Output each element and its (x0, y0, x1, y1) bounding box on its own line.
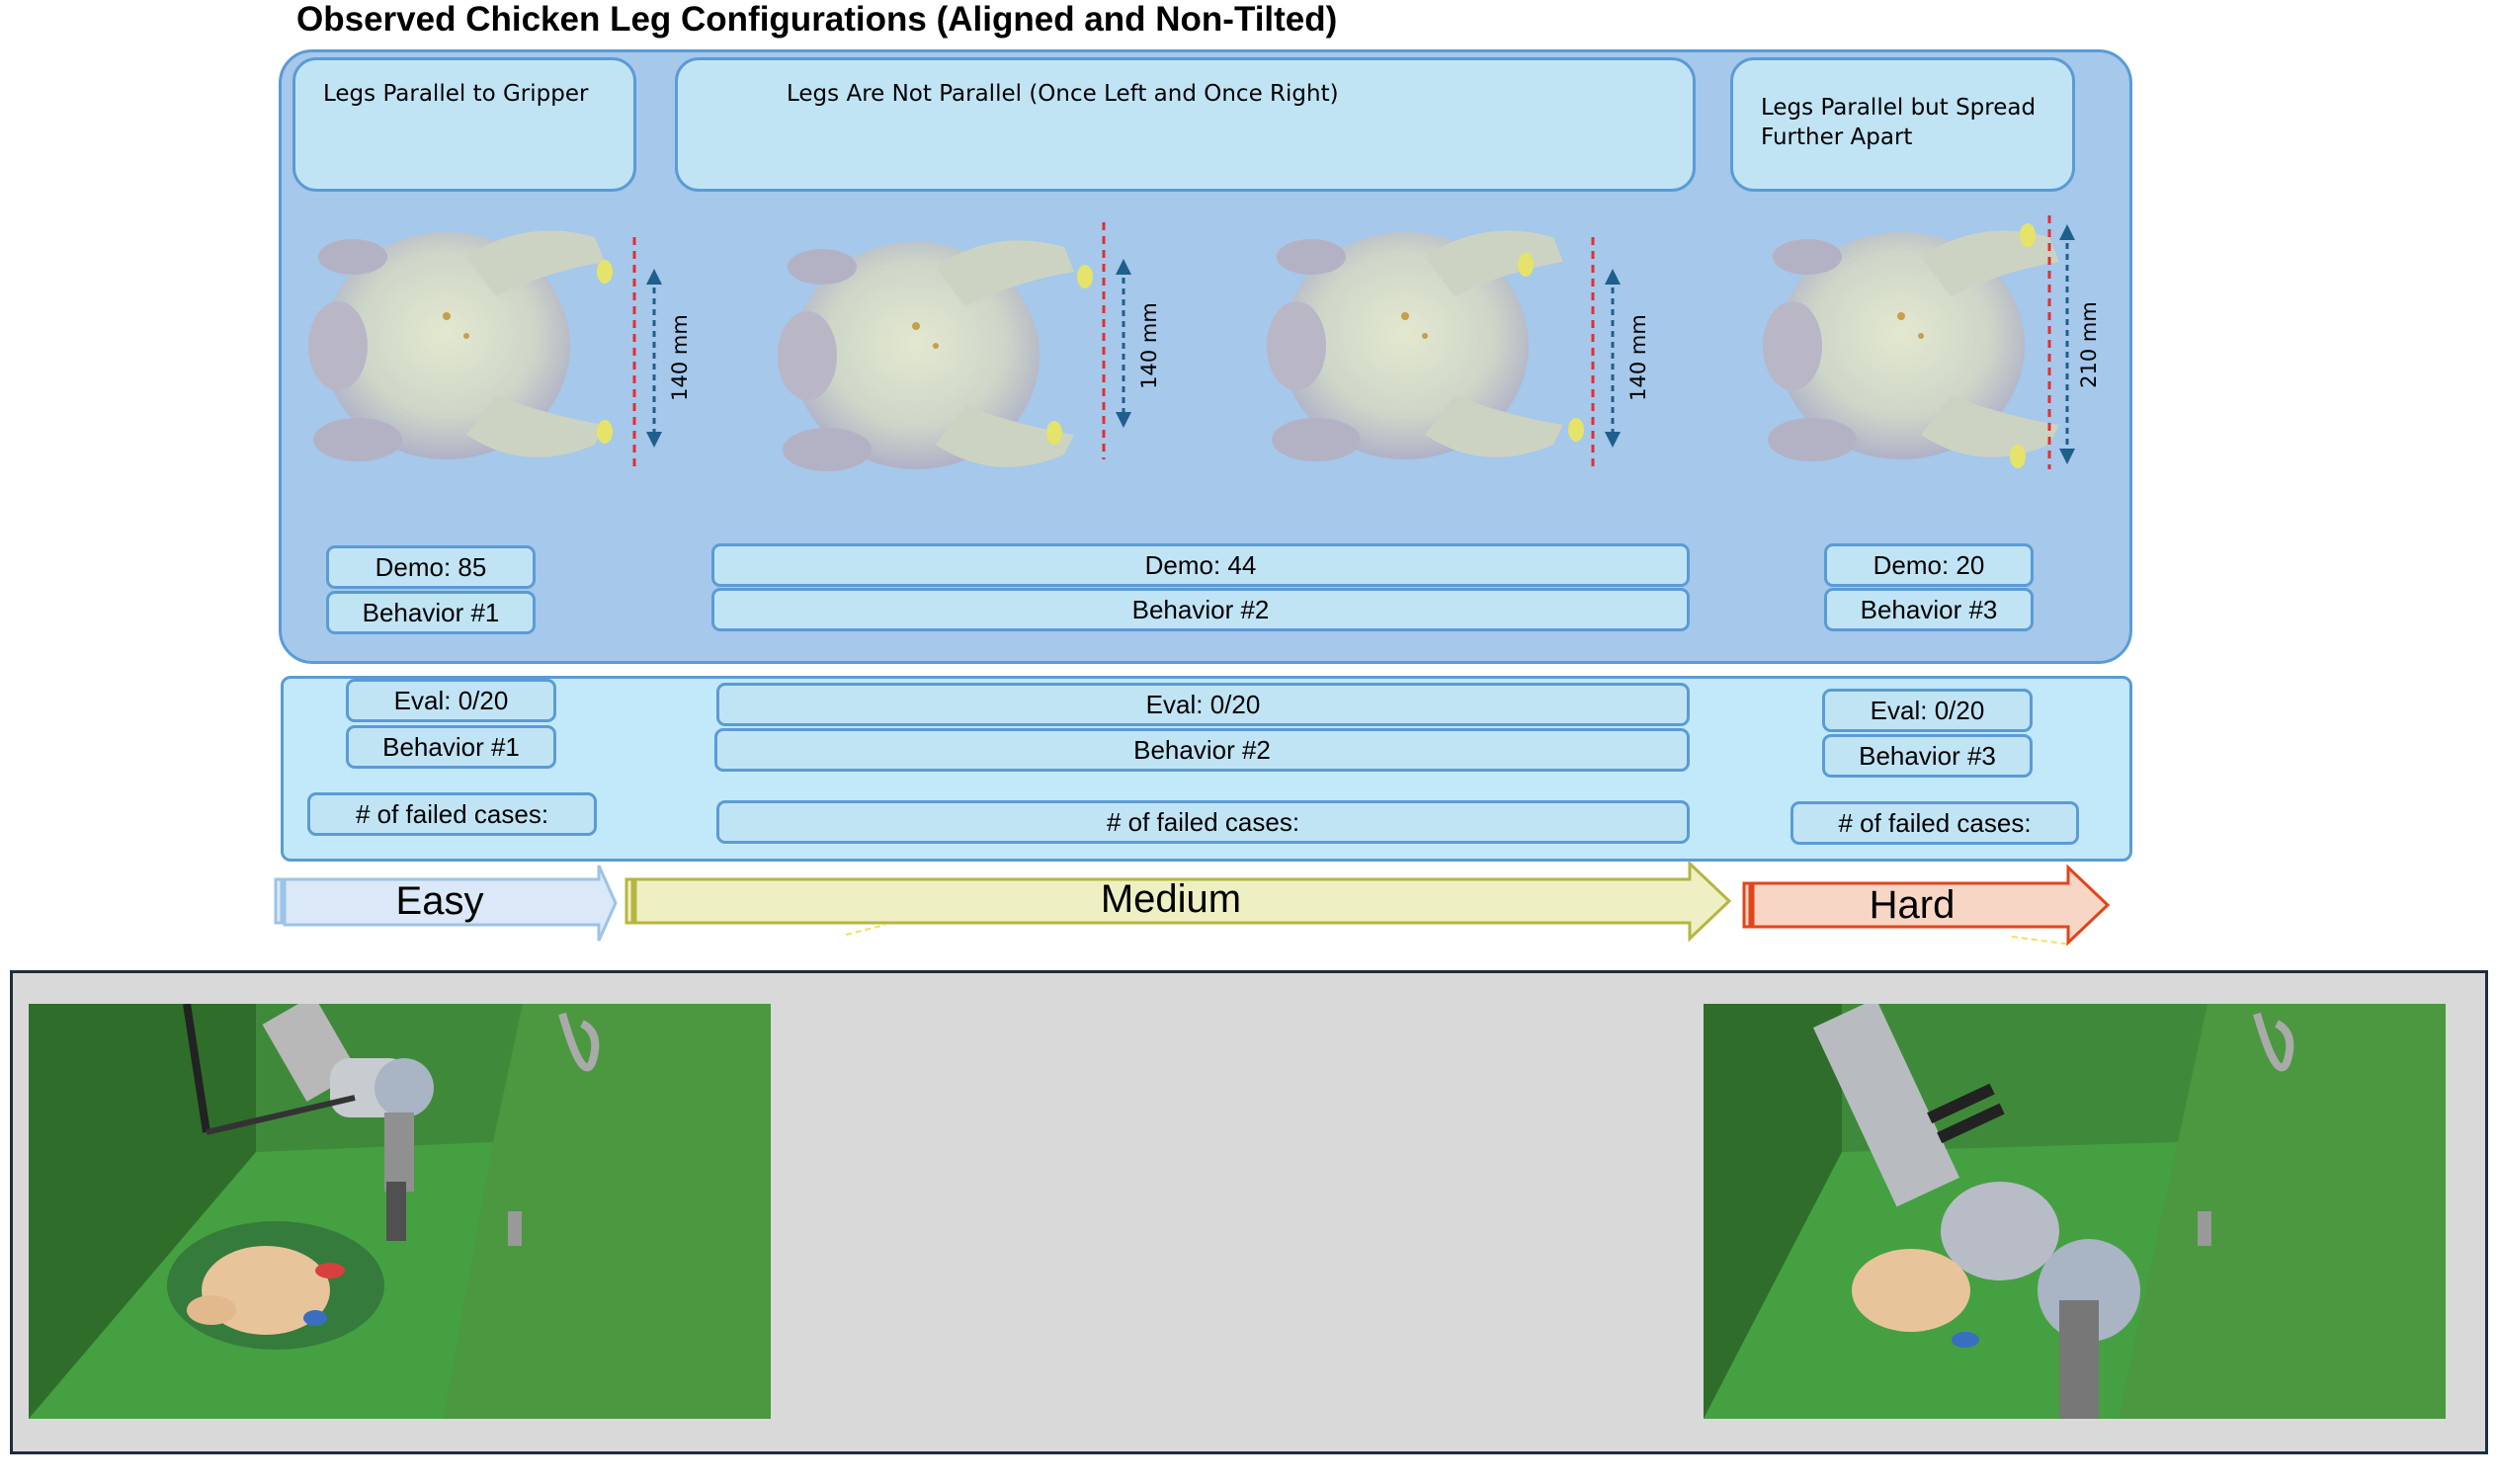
easy-arrow (274, 865, 618, 942)
chicken-illustrations (308, 215, 2075, 471)
difficulty-arrows (274, 860, 2111, 947)
medium-arrow (624, 860, 1732, 943)
dimension-label-2: 140 mm (1137, 302, 1161, 389)
chicken-image-2 (778, 222, 1131, 471)
chicken-image-3 (1267, 230, 1621, 469)
eval-score-2: Eval: 0/20 (716, 683, 1690, 726)
figure-title: Observed Chicken Leg Configurations (Ali… (296, 0, 1338, 39)
robot-photo-hard (1704, 1004, 2446, 1419)
caption-legs-not-parallel: Legs Are Not Parallel (Once Left and Onc… (675, 57, 1696, 192)
dimension-label-1: 140 mm (668, 314, 692, 401)
failed-cases-2: # of failed cases: (716, 800, 1690, 844)
dimension-label-4: 210 mm (2077, 301, 2101, 388)
failed-cases-1: # of failed cases: (307, 792, 597, 836)
behavior-label-1: Behavior #1 (326, 591, 536, 634)
caption-legs-parallel: Legs Parallel to Gripper (292, 57, 636, 192)
dimension-label-3: 140 mm (1626, 314, 1650, 401)
demo-count-3: Demo: 20 (1824, 543, 2034, 587)
caption-text: Legs Parallel but Spread Further Apart (1761, 95, 2037, 150)
eval-score-1: Eval: 0/20 (346, 679, 556, 722)
behavior-label-3: Behavior #3 (1824, 588, 2034, 631)
caption-legs-spread: Legs Parallel but Spread Further Apart (1730, 57, 2075, 192)
caption-text: Legs Parallel to Gripper (323, 81, 589, 107)
eval-behavior-1: Behavior #1 (346, 725, 556, 769)
hard-label: Hard (1869, 882, 1956, 927)
behavior-label-2: Behavior #2 (711, 588, 1690, 631)
robot-photo-easy (29, 1004, 771, 1419)
demo-count-2: Demo: 44 (711, 543, 1690, 587)
chicken-image-4 (1763, 215, 2075, 469)
chicken-image-1 (308, 230, 662, 469)
eval-score-3: Eval: 0/20 (1822, 689, 2033, 732)
caption-text: Legs Are Not Parallel (Once Left and Onc… (787, 81, 1339, 107)
hard-arrow (1742, 864, 2111, 947)
easy-label: Easy (395, 878, 484, 923)
eval-behavior-3: Behavior #3 (1822, 734, 2033, 778)
failed-cases-3: # of failed cases: (1790, 801, 2079, 845)
medium-label: Medium (1100, 876, 1242, 921)
eval-behavior-2: Behavior #2 (714, 728, 1690, 772)
demo-count-1: Demo: 85 (326, 545, 536, 589)
